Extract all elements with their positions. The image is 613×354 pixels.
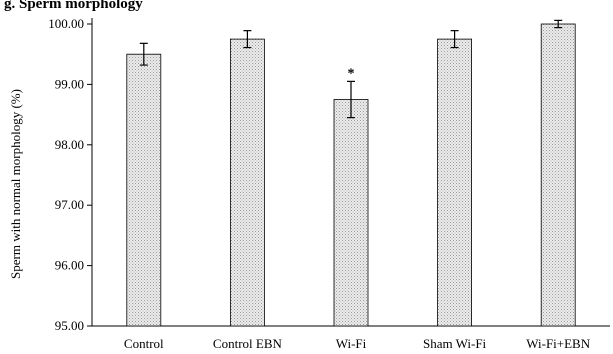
plot-area: 95.00 96.00 97.00 98.00 99.00 100.00 Control Co…	[48, 16, 610, 351]
y-tick-label: 98.00	[55, 137, 84, 152]
x-tick-label: Wi-Fi+EBN	[526, 336, 590, 351]
bar	[437, 38, 473, 327]
chart-title: g. Sperm morphology	[4, 0, 143, 12]
y-tick-label: 100.00	[48, 16, 84, 31]
y-tick-label: 95.00	[55, 318, 84, 333]
x-tick-label: Control	[124, 336, 164, 351]
x-tick-label: Wi-Fi	[336, 336, 367, 351]
bar	[229, 38, 265, 327]
x-tick-label: Sham Wi-Fi	[423, 336, 487, 351]
x-tick-label: Control EBN	[213, 336, 283, 351]
y-tick-label: 99.00	[55, 76, 84, 91]
y-tick-label: 97.00	[55, 197, 84, 212]
bar	[126, 53, 162, 327]
significance-marker: *	[348, 66, 355, 81]
y-axis-label-group: Sperm with normal morphology (%)	[8, 89, 23, 279]
y-tick-label: 96.00	[55, 258, 84, 273]
bar	[540, 23, 576, 327]
bar	[333, 99, 369, 327]
y-axis-label: Sperm with normal morphology (%)	[8, 89, 23, 279]
